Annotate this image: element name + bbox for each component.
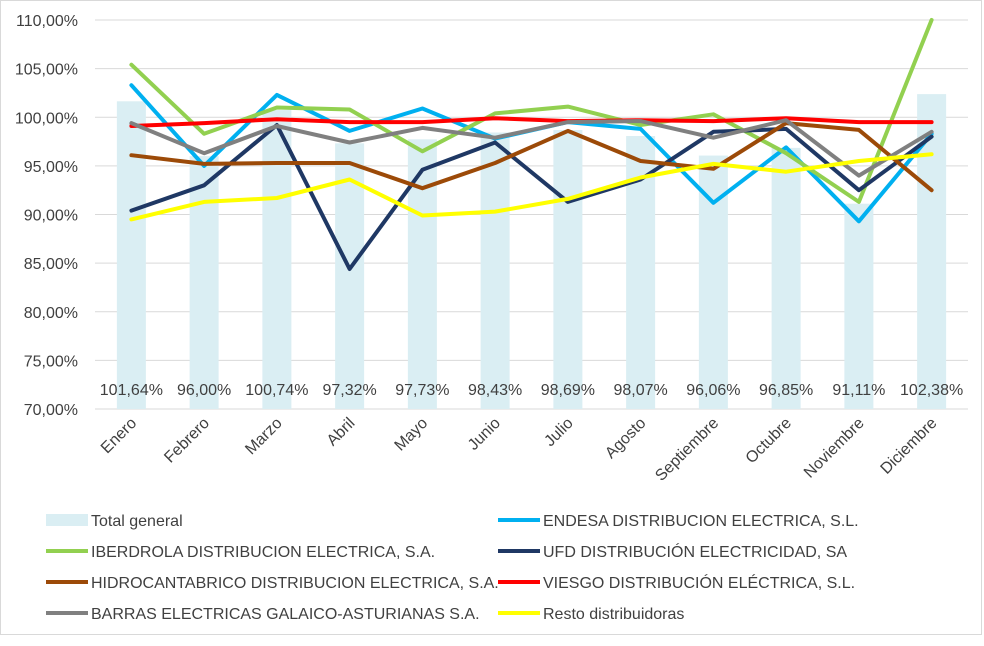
y-tick-label: 110,00%	[16, 13, 78, 30]
legend-swatch	[46, 514, 88, 526]
legend-label: ENDESA DISTRIBUCION ELECTRICA, S.L.	[543, 513, 859, 530]
bar-data-label: 98,69%	[541, 382, 595, 399]
bar-noviembre	[844, 203, 874, 409]
bar-data-label: 96,85%	[759, 382, 813, 399]
bar-enero	[116, 101, 146, 410]
legend-label: IBERDROLA DISTRIBUCION ELECTRICA, S.A.	[91, 544, 435, 561]
bar-data-label: 98,43%	[468, 382, 522, 399]
bar-diciembre	[917, 94, 947, 410]
line-hidrocantabrico-distribucion-electrica-s-a	[129, 121, 934, 193]
bar-data-label: 96,00%	[177, 382, 231, 399]
bar-data-label: 96,06%	[686, 382, 740, 399]
bar-abril	[335, 143, 365, 410]
bar-febrero	[189, 156, 219, 409]
y-tick-label: 100,00%	[15, 110, 78, 127]
line-resto-distribuidoras	[129, 152, 934, 222]
bar-data-label: 100,74%	[245, 382, 308, 399]
bar-marzo	[262, 110, 292, 409]
legend-label: VIESGO DISTRIBUCIÓN ELÉCTRICA, S.L.	[543, 573, 855, 592]
bar-octubre	[771, 147, 801, 410]
y-tick-label: 85,00%	[24, 256, 78, 273]
bar-data-label: 91,11%	[832, 382, 885, 399]
bar-julio	[553, 129, 583, 409]
line-series	[129, 18, 934, 271]
bar-series-total-general	[116, 94, 947, 410]
legend-label: Total general	[91, 513, 183, 530]
y-tick-label: 75,00%	[24, 353, 78, 370]
y-tick-label: 95,00%	[24, 159, 78, 176]
bar-data-label: 101,64%	[100, 382, 163, 399]
legend-label: Resto distribuidoras	[543, 606, 684, 623]
y-axis: 70,00% 75,00% 80,00% 85,00% 90,00% 95,00% 100,…	[15, 13, 78, 419]
y-tick-label: 105,00%	[15, 62, 78, 79]
legend-label: HIDROCANTABRICO DISTRIBUCION ELECTRICA, …	[91, 575, 499, 592]
y-tick-label: 70,00%	[24, 402, 78, 419]
line-iberdrola-distribucion-electrica-s-a	[129, 18, 934, 204]
bar-mayo	[407, 139, 437, 409]
bar-data-label: 102,38%	[900, 382, 963, 399]
bar-data-label: 97,73%	[395, 382, 449, 399]
line-viesgo-distribucion-electrica-s-l	[129, 116, 934, 128]
legend-label: UFD DISTRIBUCIÓN ELECTRICIDAD, SA	[543, 542, 847, 561]
legend-label: BARRAS ELECTRICAS GALAICO-ASTURIANAS S.A…	[91, 606, 480, 623]
bar-data-label: 98,07%	[613, 382, 667, 399]
line-ufd-distribucion-electricidad-sa	[129, 123, 934, 271]
bar-data-labels: 101,64% 96,00% 100,74% 97,32% 97,73% 98,43% 98…	[100, 382, 963, 399]
bar-junio	[480, 132, 510, 409]
legend: Total general ENDESA DISTRIBUCION ELECTRI…	[46, 513, 859, 623]
y-tick-label: 80,00%	[24, 305, 78, 322]
bar-data-label: 97,32%	[322, 382, 376, 399]
line-barras-electricas-galaico-asturianas-s-a	[129, 118, 934, 178]
y-tick-label: 90,00%	[24, 208, 78, 225]
